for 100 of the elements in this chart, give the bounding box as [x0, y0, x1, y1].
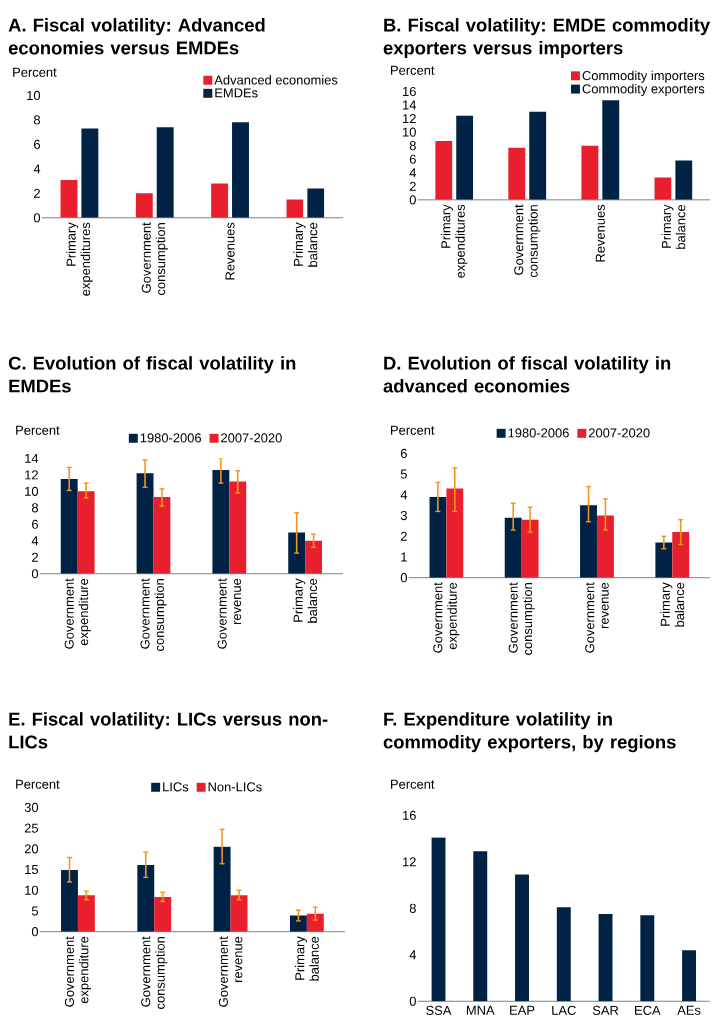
x-tick-label: SAR — [592, 1005, 619, 1015]
bar — [81, 128, 99, 218]
y-tick-label: 16 — [403, 86, 416, 97]
bar — [135, 193, 153, 218]
y-tick-label: 2 — [409, 181, 416, 191]
chart-title: B. Fiscal volatility: EMDE commodity exporters versus importers — [383, 18, 711, 59]
x-tick-label: ECA — [635, 1005, 661, 1015]
x-tick-label: Government consumption — [508, 582, 535, 655]
y-tick-label: 0 — [409, 996, 416, 1006]
y-tick-label: 4 — [33, 164, 41, 174]
bar — [213, 846, 231, 932]
x-tick-label: Primary balance — [660, 582, 685, 627]
bar — [675, 160, 693, 200]
legend-label: Non-LICs — [208, 782, 262, 792]
y-tick-label: 8 — [33, 115, 41, 125]
bar — [602, 100, 620, 200]
legend-label: 1980-2006 — [508, 428, 569, 438]
y-tick-label: 0 — [409, 195, 416, 205]
chart-title: E. Fiscal volatility: LICs versus non-LICs — [9, 712, 328, 749]
bar — [672, 532, 690, 578]
y-tick-label: 6 — [32, 519, 39, 529]
y-tick-label: 25 — [24, 823, 39, 833]
y-tick-label: 12 — [25, 470, 38, 480]
bar — [682, 950, 697, 1002]
bar — [153, 497, 171, 574]
y-tick-label: 4 — [31, 536, 39, 546]
x-tick-label: Government expenditure — [64, 936, 92, 1007]
y-tick-label: 15 — [25, 865, 39, 875]
y-tick-label: 10 — [27, 90, 41, 101]
bar — [229, 481, 247, 574]
bar — [654, 177, 672, 200]
chart-title: A. Fiscal volatility: Advanced economies versus EMDEs — [8, 18, 265, 55]
bar — [156, 127, 174, 218]
y-axis-title: Percent — [391, 779, 435, 789]
bar — [230, 895, 248, 932]
y-tick-label: 4 — [409, 950, 417, 960]
x-tick-label: Primary balance — [661, 204, 686, 249]
legend-label: Commodity exporters — [582, 83, 705, 96]
y-tick-label: 6 — [409, 154, 416, 164]
y-tick-label: 2 — [32, 552, 38, 562]
legend-label: 2007-2020 — [588, 428, 650, 438]
y-tick-label: 4 — [409, 168, 417, 178]
bar — [521, 519, 539, 578]
bar — [456, 115, 474, 200]
y-tick-label: 1 — [401, 552, 407, 562]
bar — [598, 914, 613, 1002]
y-tick-label: 6 — [400, 448, 407, 458]
y-tick-label: 6 — [34, 139, 41, 149]
legend-label: EMDEs — [215, 88, 258, 98]
y-tick-label: 0 — [31, 569, 39, 579]
bar — [211, 183, 229, 218]
x-tick-label: Government expenditure — [64, 578, 91, 649]
y-tick-label: 4 — [400, 490, 408, 500]
x-tick-label: AEs — [677, 1005, 701, 1015]
y-tick-label: 30 — [24, 802, 39, 812]
bar — [60, 478, 78, 574]
bar — [290, 915, 307, 932]
y-axis-title: Percent — [391, 425, 435, 435]
x-tick-label: LAC — [552, 1005, 576, 1015]
x-tick-label: MNA — [466, 1005, 495, 1015]
bar — [305, 540, 323, 574]
x-tick-label: Primary expenditures — [440, 204, 468, 278]
x-tick-label: Government revenue — [218, 936, 243, 1007]
bar — [77, 491, 95, 574]
bar — [137, 864, 155, 932]
bar — [515, 874, 530, 1002]
bar — [61, 869, 78, 932]
x-tick-label: Government consumption — [140, 578, 167, 651]
x-tick-label: Primary balance — [293, 578, 318, 623]
y-tick-label: 8 — [31, 503, 39, 513]
bar — [154, 896, 172, 932]
bar — [529, 111, 547, 200]
bar — [431, 837, 446, 1002]
bar — [232, 122, 249, 218]
legend-label: 1980-2006 — [140, 433, 202, 443]
x-tick-label: Government consumption — [141, 222, 168, 295]
bar — [435, 140, 453, 200]
y-tick-label: 14 — [25, 453, 39, 463]
y-tick-label: 8 — [409, 903, 416, 913]
bar — [504, 517, 522, 578]
bar — [288, 532, 306, 574]
x-tick-label: Primary balance — [294, 936, 319, 981]
bar — [640, 915, 655, 1002]
y-tick-label: 12 — [403, 857, 416, 867]
bar — [473, 851, 488, 1002]
y-tick-label: 5 — [400, 469, 407, 479]
bar — [307, 188, 325, 218]
y-axis-title: Percent — [16, 779, 60, 789]
bar — [306, 913, 324, 932]
x-tick-label: SSA — [426, 1005, 452, 1015]
y-tick-label: 14 — [403, 100, 417, 110]
y-axis-title: Percent — [16, 425, 60, 435]
x-tick-label: EAP — [510, 1005, 535, 1015]
y-tick-label: 5 — [31, 906, 39, 916]
y-tick-label: 8 — [409, 141, 416, 151]
bar — [286, 199, 304, 218]
bar — [580, 505, 597, 578]
chart-title: C. Evolution of fiscal volatility in EMDEs — [8, 356, 296, 393]
bar — [429, 496, 447, 578]
bar — [556, 907, 571, 1002]
